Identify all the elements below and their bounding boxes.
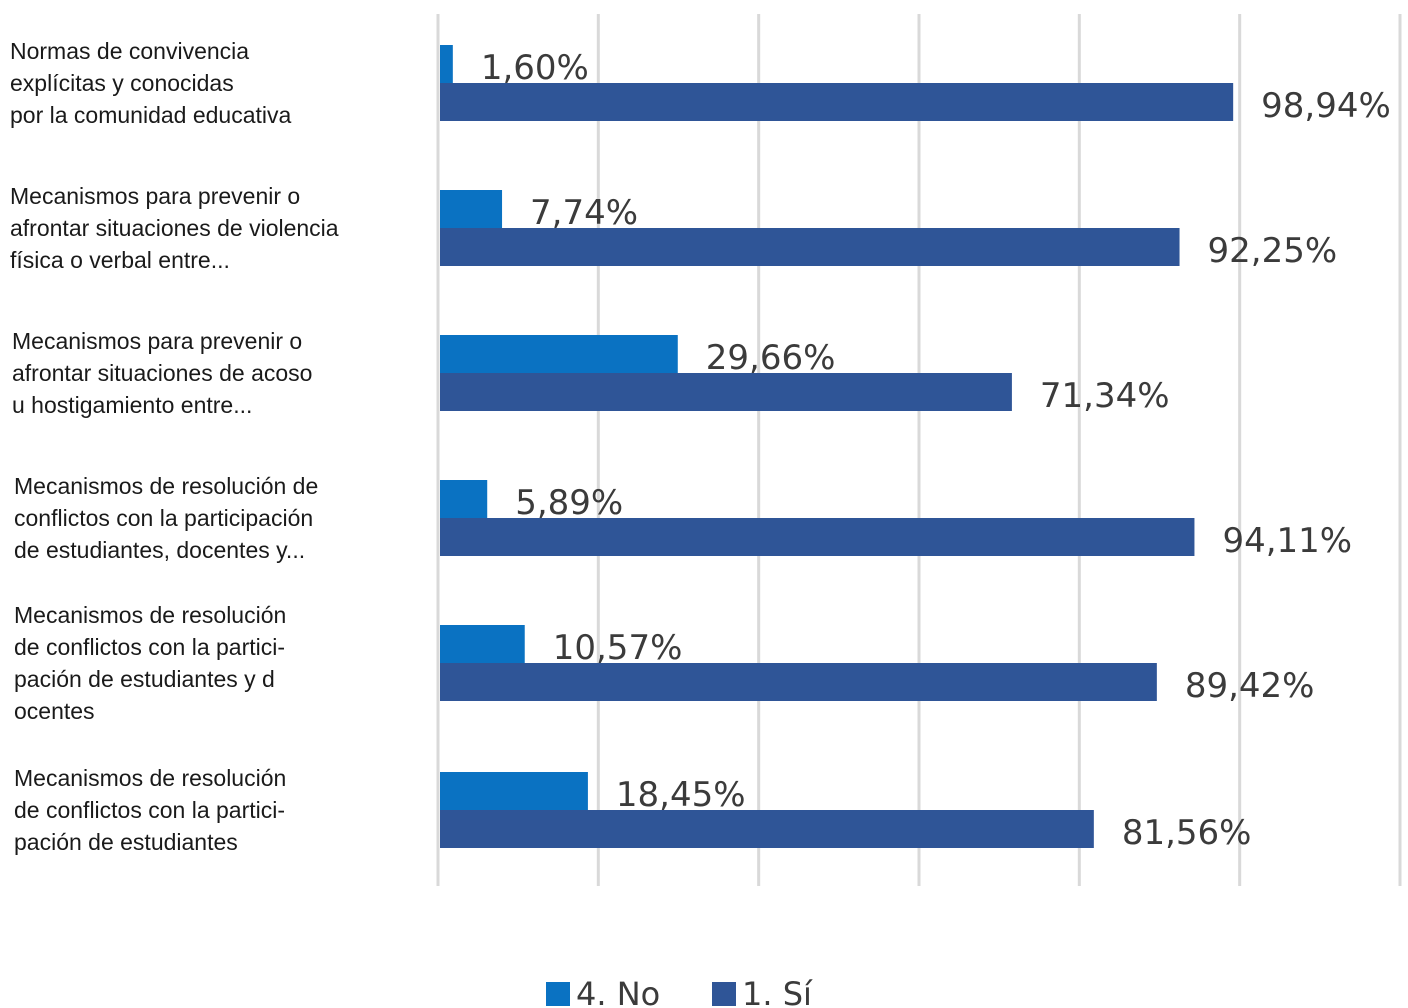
category-label-line: afrontar situaciones de acoso (12, 360, 312, 386)
data-label: 81,56% (1122, 813, 1252, 853)
data-label: 71,34% (1040, 376, 1170, 416)
data-label: 92,25% (1208, 231, 1338, 271)
data-label: 94,11% (1222, 521, 1352, 561)
category-label: Mecanismos de resolución de conflictos co… (14, 765, 286, 855)
category-label-line: ocentes (14, 698, 95, 724)
category-label: Mecanismos de resolución de conflictos co… (14, 602, 286, 724)
category-label: Mecanismos para prevenir o afrontar situa… (12, 328, 312, 418)
gridlines (436, 14, 1402, 886)
bar-si (440, 228, 1180, 266)
category-label-line: física o verbal entre... (10, 247, 230, 273)
legend-label-si: 1. Sí (742, 975, 813, 1008)
category-label-line: afrontar situaciones de violencia (10, 215, 339, 241)
category-label-line: Mecanismos de resolución de (14, 473, 318, 499)
category-label: Normas de convivencia explícitas y conoci… (10, 38, 291, 128)
category-label-line: conflictos con la participación (14, 505, 313, 531)
bars (440, 45, 1234, 848)
category-label-line: explícitas y conocidas (10, 70, 234, 96)
data-label: 5,89% (515, 483, 623, 523)
bar-si (440, 373, 1012, 411)
category-label-line: pación de estudiantes (14, 829, 238, 855)
category-label-line: pación de estudiantes y d (14, 666, 275, 692)
bar-no (440, 190, 503, 228)
bar-si (440, 663, 1157, 701)
data-label: 10,57% (553, 628, 683, 668)
category-label-line: de estudiantes, docentes y... (14, 537, 305, 563)
category-label-line: Mecanismos de resolución (14, 602, 286, 628)
category-label-line: por la comunidad educativa (10, 102, 291, 128)
bar-no (440, 625, 525, 663)
category-label-line: de conflictos con la partici- (14, 634, 285, 660)
legend-label-no: 4. No (576, 975, 660, 1008)
category-label-line: Mecanismos para prevenir o (12, 328, 302, 354)
bar-no (440, 45, 453, 83)
data-label: 1,60% (481, 48, 589, 88)
data-label: 89,42% (1185, 666, 1315, 706)
bar-si (440, 83, 1234, 121)
category-label-line: Normas de convivencia (10, 38, 249, 64)
category-label-line: de conflictos con la partici- (14, 797, 285, 823)
category-label-line: u hostigamiento entre... (12, 392, 252, 418)
legend-swatch-no (546, 982, 570, 1006)
bar-no (440, 335, 678, 373)
category-labels: Normas de convivencia explícitas y conoci… (10, 38, 339, 855)
data-label: 29,66% (706, 338, 836, 378)
data-label: 18,45% (616, 775, 746, 815)
bar-no (440, 480, 488, 518)
bar-si (440, 518, 1195, 556)
category-label-line: Mecanismos para prevenir o (10, 183, 300, 209)
legend-swatch-si (712, 982, 736, 1006)
data-labels: 1,60% 7,74% 29,66% 5,89% 10,57% 18,45% 98,94% 9… (481, 48, 1391, 853)
bar-no (440, 772, 588, 810)
category-label: Mecanismos de resolución de conflictos co… (14, 473, 318, 563)
bar-si (440, 810, 1094, 848)
category-label: Mecanismos para prevenir o afrontar situa… (10, 183, 339, 273)
category-label-line: Mecanismos de resolución (14, 765, 286, 791)
data-label: 7,74% (530, 193, 638, 233)
legend: 4. No 1. Sí (546, 975, 813, 1008)
data-label: 98,94% (1261, 86, 1391, 126)
